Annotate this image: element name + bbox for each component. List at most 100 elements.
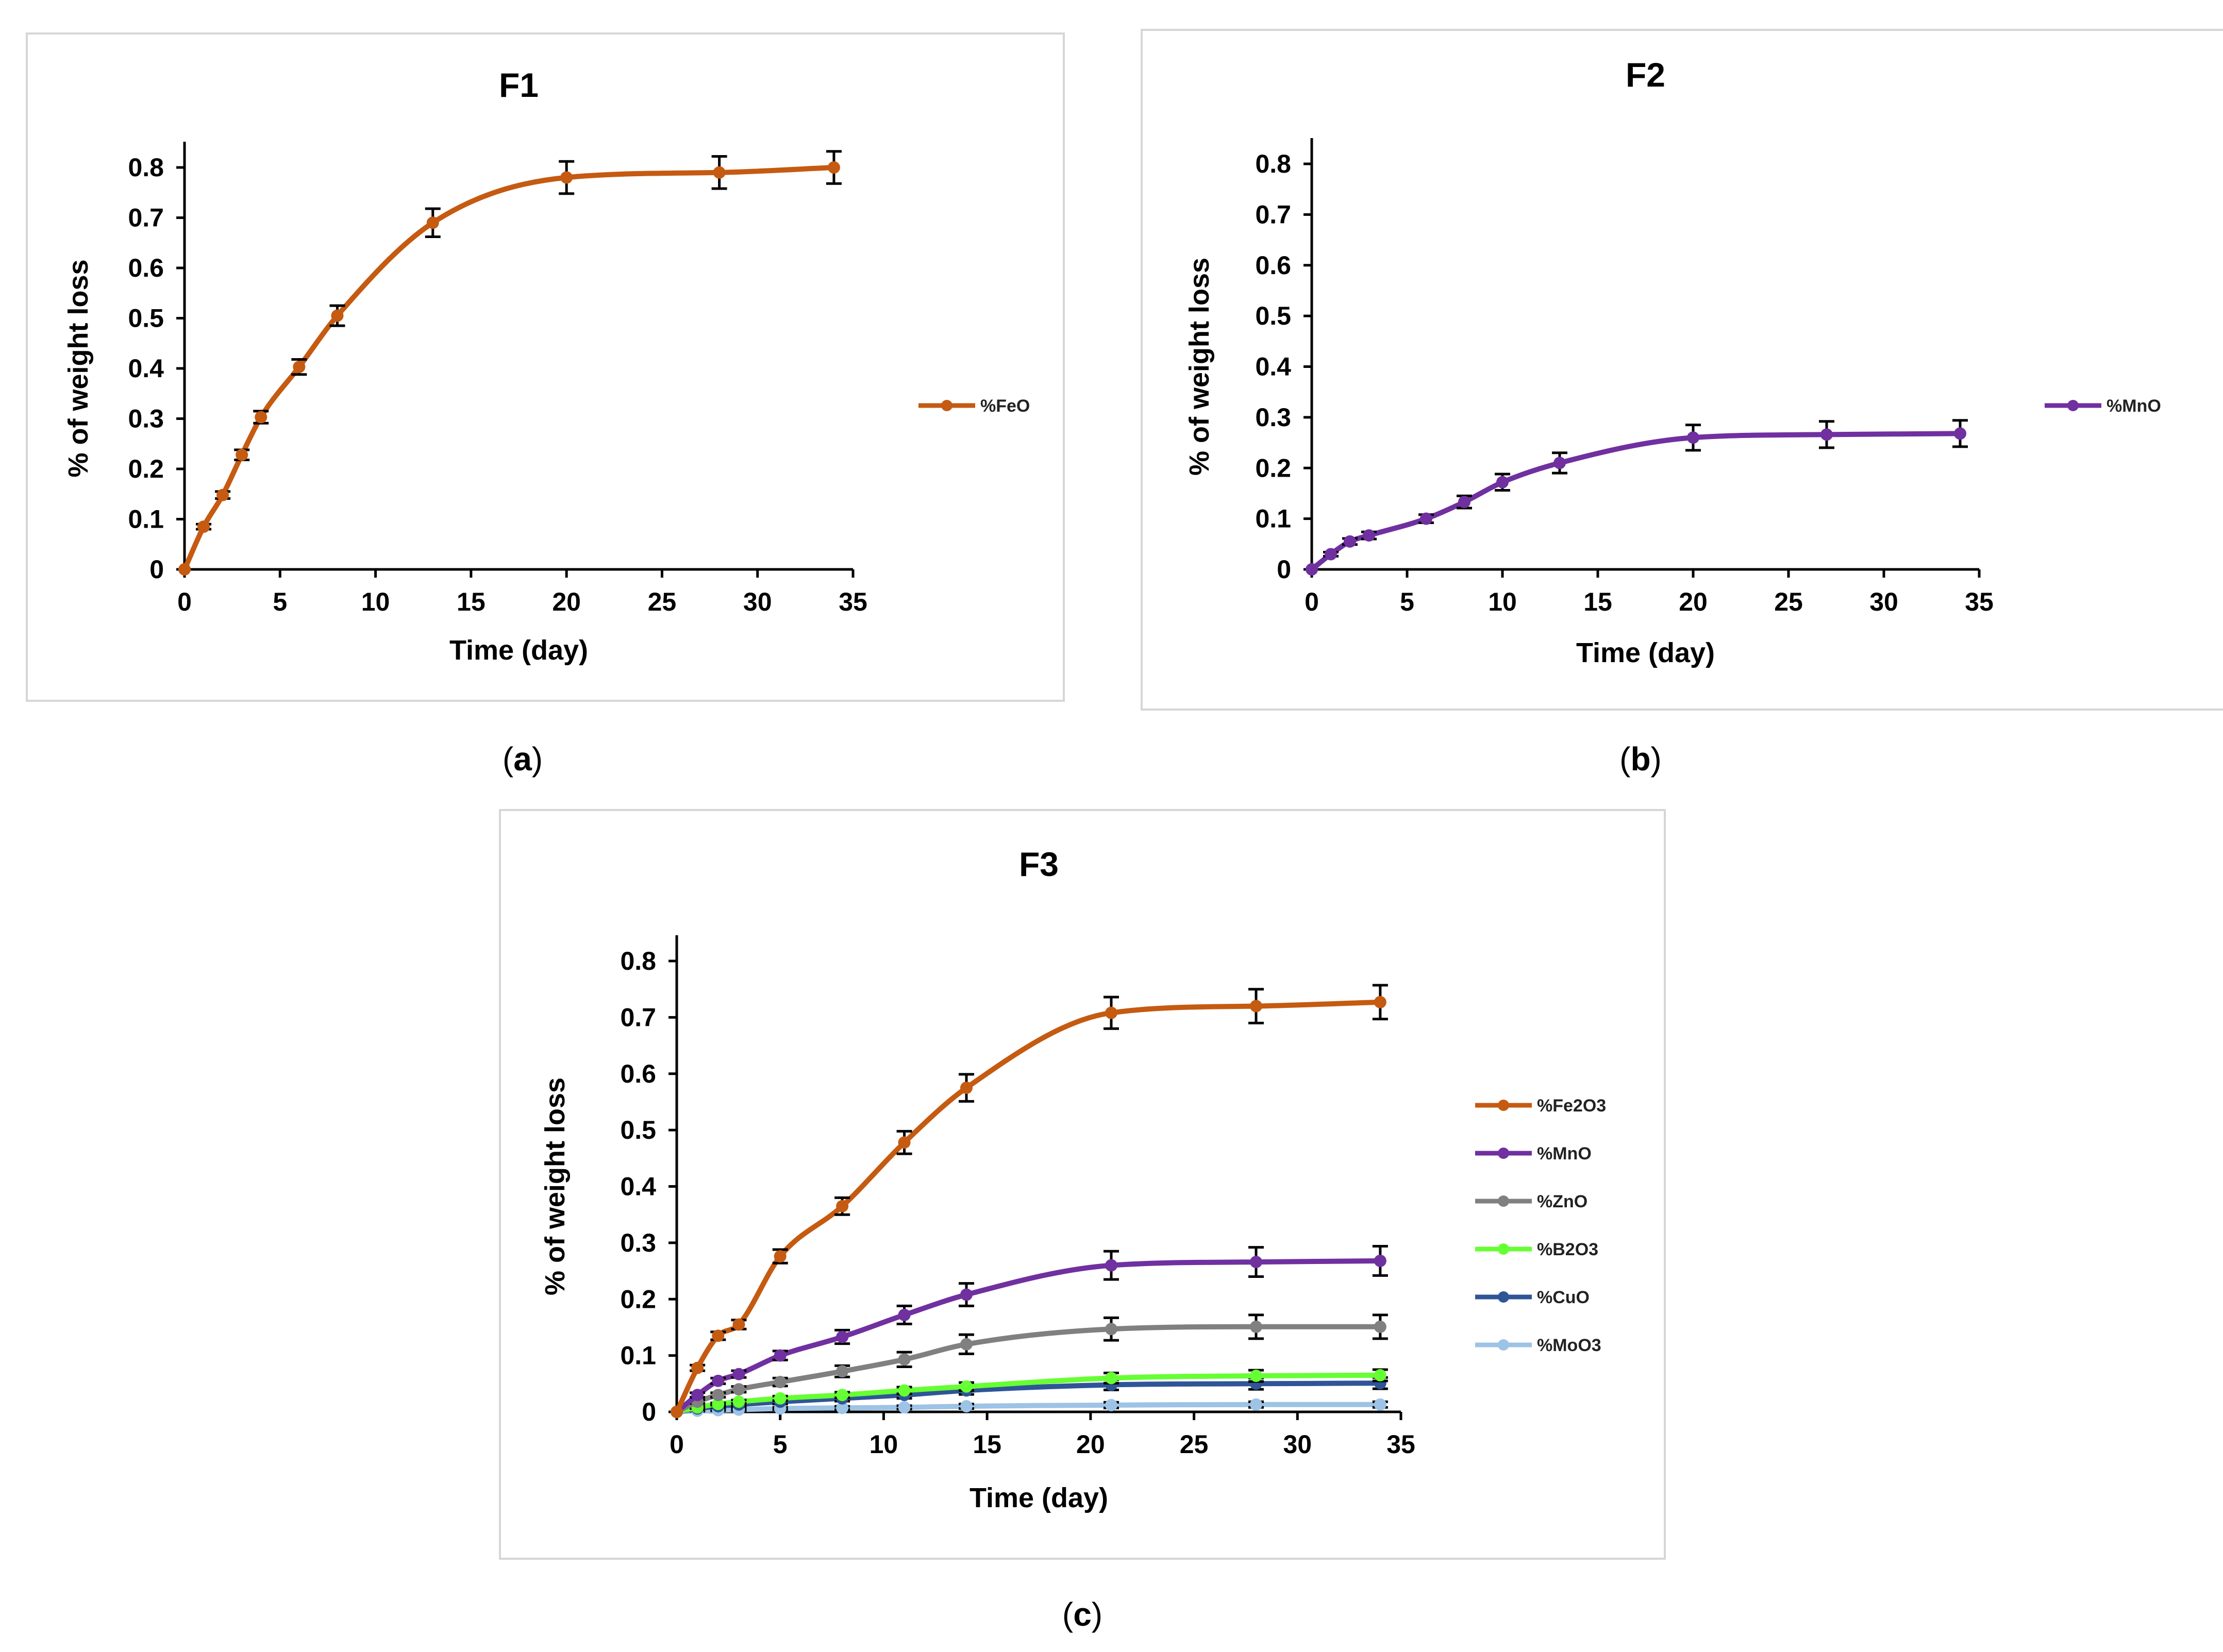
y-tick-label: 0.3	[1255, 403, 1291, 432]
y-tick-label: 0.8	[1255, 149, 1291, 178]
chart-frame	[499, 809, 1666, 1560]
x-axis-title: Time (day)	[970, 1482, 1108, 1513]
chart-frame	[26, 32, 1065, 702]
x-tick-label: 30	[743, 587, 772, 616]
x-tick-label: 35	[1386, 1430, 1415, 1459]
data-point	[426, 216, 439, 229]
x-tick-label: 20	[552, 587, 581, 616]
x-tick-label: 0	[177, 587, 192, 616]
y-tick-label: 0.5	[128, 304, 164, 333]
data-point	[732, 1395, 745, 1408]
data-point	[712, 1389, 725, 1402]
y-tick-label: 0.1	[1255, 504, 1291, 533]
data-point	[1105, 1006, 1117, 1019]
y-tick-label: 0.8	[128, 153, 164, 182]
y-tick-label: 0.6	[1255, 251, 1291, 280]
legend-label: %B2O3	[1537, 1240, 1598, 1259]
x-tick-label: 15	[1583, 587, 1612, 616]
data-point	[178, 563, 191, 576]
x-tick-label: 35	[839, 587, 867, 616]
data-point	[827, 161, 840, 174]
chart-title: F3	[1019, 845, 1059, 883]
y-tick-label: 0.5	[1255, 301, 1291, 330]
data-point	[836, 1330, 849, 1343]
data-point	[836, 1389, 849, 1402]
y-axis-title: % of weight loss	[540, 1077, 571, 1295]
data-point	[691, 1361, 704, 1374]
legend-swatch-marker	[1498, 1339, 1509, 1351]
y-tick-label: 0.2	[620, 1285, 656, 1313]
data-point	[1105, 1323, 1117, 1336]
data-point	[774, 1376, 787, 1389]
data-point	[960, 1082, 973, 1094]
y-axis-title: % of weight loss	[63, 259, 94, 477]
x-tick-label: 20	[1679, 587, 1708, 616]
x-tick-label: 10	[1488, 587, 1517, 616]
y-tick-label: 0.1	[620, 1341, 656, 1370]
data-point	[898, 1401, 911, 1414]
data-point	[671, 1406, 683, 1418]
series-pct-zno	[671, 1313, 1388, 1418]
y-tick-label: 0.7	[1255, 200, 1291, 229]
x-tick-label: 20	[1076, 1430, 1105, 1459]
data-point	[1306, 563, 1318, 576]
data-point	[1363, 529, 1375, 542]
legend-label: %MnO	[1537, 1144, 1592, 1164]
y-tick-label: 0.6	[620, 1059, 656, 1088]
data-point	[1250, 1320, 1262, 1333]
data-point	[898, 1353, 911, 1366]
legend-swatch-marker	[2067, 400, 2079, 411]
panel-caption-letter: c	[1073, 1596, 1092, 1633]
data-point	[331, 309, 344, 322]
data-point	[1374, 1369, 1386, 1381]
legend: %Fe2O3 %MnO %ZnO %B2O3 %CuO %MoO3	[1475, 1096, 1606, 1355]
data-point	[197, 520, 210, 533]
panel-caption: (a)	[503, 740, 543, 778]
data-point	[712, 1329, 725, 1342]
data-point	[560, 171, 573, 184]
chart-title: F1	[499, 66, 539, 104]
chart-panel-b: F2 0 0.1 0.2 0.3 0.4 0.5 0.6 0.7 0.8 0 5 10 15 20 25 30 3…	[1141, 29, 2223, 778]
x-tick-label: 30	[1283, 1430, 1312, 1459]
x-tick-label: 15	[457, 587, 486, 616]
y-tick-label: 0.4	[1255, 352, 1291, 381]
x-tick-label: 5	[273, 587, 287, 616]
data-point	[1325, 548, 1337, 561]
legend-swatch-marker	[1498, 1243, 1509, 1255]
panel-caption: (c)	[1062, 1596, 1102, 1633]
legend-label: %MnO	[2107, 396, 2161, 416]
data-point	[960, 1380, 973, 1393]
x-tick-label: 15	[973, 1430, 1001, 1459]
data-point	[293, 361, 306, 374]
x-tick-label: 30	[1869, 587, 1898, 616]
data-point	[712, 1397, 725, 1410]
data-point	[713, 166, 726, 179]
data-point	[1458, 496, 1470, 509]
series-pct-mno	[1306, 419, 1968, 576]
data-point	[691, 1389, 704, 1402]
x-tick-label: 35	[1965, 587, 1994, 616]
data-point	[732, 1368, 745, 1380]
y-tick-label: 0.3	[620, 1228, 656, 1257]
x-tick-label: 25	[1180, 1430, 1209, 1459]
data-point	[1374, 996, 1386, 1008]
data-point	[1374, 1398, 1386, 1411]
chart-frame	[1141, 29, 2223, 711]
x-axis-title: Time (day)	[1576, 637, 1715, 668]
data-point	[1250, 1000, 1262, 1013]
y-tick-label: 0.2	[128, 454, 164, 483]
chart-panel-c: F3 0 0.1 0.2 0.3 0.4 0.5 0.6 0.7 0.8 0 5 10 15 20 25 30 3…	[499, 809, 1666, 1633]
legend: %MnO	[2045, 396, 2161, 416]
legend-swatch-marker	[1498, 1100, 1509, 1111]
legend-label: %CuO	[1537, 1288, 1590, 1307]
y-tick-label: 0	[642, 1397, 656, 1426]
y-tick-label: 0.7	[128, 204, 164, 232]
data-point	[960, 1400, 973, 1413]
legend-label: %FeO	[980, 396, 1030, 416]
x-tick-label: 0	[670, 1430, 684, 1459]
data-point	[1105, 1259, 1117, 1272]
panel-caption-letter: b	[1630, 740, 1650, 778]
panel-caption-letter: a	[513, 740, 532, 778]
data-point	[1374, 1254, 1386, 1267]
